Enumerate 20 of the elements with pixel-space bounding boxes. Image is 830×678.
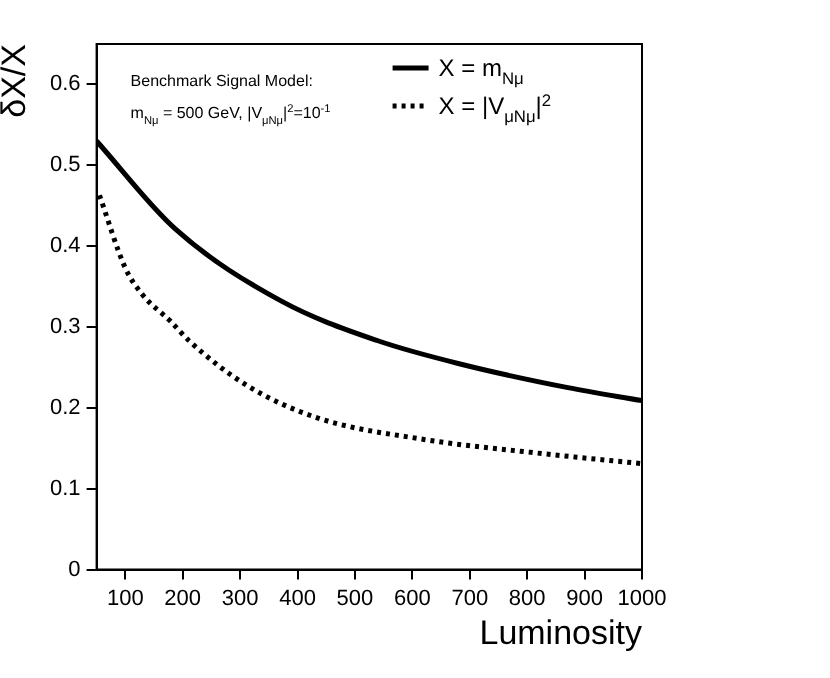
x-tick-label: 900: [566, 586, 603, 611]
y-axis-title: δX/X: [0, 44, 33, 118]
x-tick-label: 800: [508, 586, 546, 611]
y-tick-label: 0.2: [49, 395, 81, 420]
x-tick-label: 700: [451, 586, 489, 611]
x-tick-label: 300: [221, 586, 259, 611]
x-tick-label: 600: [393, 586, 431, 611]
y-tick-label: 0.6: [49, 72, 81, 97]
x-tick-label: 400: [279, 586, 316, 611]
y-tick-label: 0.1: [49, 476, 81, 501]
y-tick-label: 0.3: [49, 315, 81, 340]
x-tick-label: 100: [106, 586, 144, 611]
annotation: Benchmark Signal Model:: [130, 72, 313, 90]
y-tick-label: 0: [68, 557, 81, 582]
y-tick-label: 0.4: [49, 234, 81, 259]
x-axis-title: Luminosity: [479, 613, 643, 652]
x-tick-label: 1000: [617, 586, 667, 611]
y-tick-label: 0.5: [49, 153, 81, 178]
x-tick-label: 500: [336, 586, 374, 611]
x-tick-label: 200: [164, 586, 202, 611]
